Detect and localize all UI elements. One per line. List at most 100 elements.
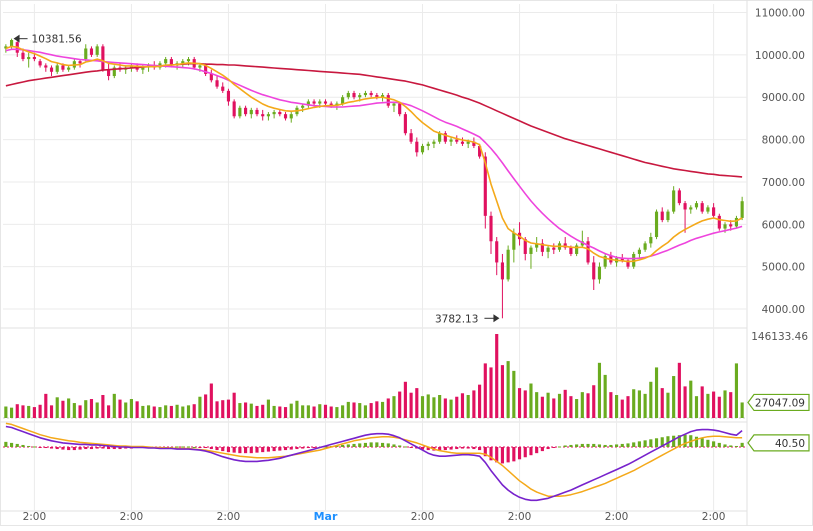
- volume-bar: [398, 391, 402, 418]
- indicator-histogram-bar: [226, 447, 231, 453]
- candle-body: [352, 92, 356, 98]
- volume-bar: [72, 403, 76, 418]
- volume-bar: [660, 388, 664, 418]
- volume-bar: [255, 405, 259, 418]
- volume-bar: [495, 334, 499, 418]
- y-tick-label: 9000.00: [762, 92, 805, 104]
- indicator-histogram-bar: [386, 443, 390, 447]
- candle-body: [563, 243, 567, 248]
- candle-body: [380, 95, 385, 98]
- volume-bar: [443, 398, 447, 418]
- volume-bar: [557, 393, 562, 418]
- volume-bar: [15, 404, 19, 418]
- candle-body: [654, 211, 659, 238]
- volume-bar: [169, 405, 173, 418]
- last-indicator-label: 40.50: [747, 434, 810, 452]
- indicator-signal-line: [5, 422, 743, 497]
- indicator-histogram-bar: [49, 447, 54, 449]
- x-tick-label: 2:00: [702, 511, 726, 523]
- candle-body: [729, 224, 733, 227]
- candle-body: [426, 143, 430, 146]
- candle-body: [169, 59, 173, 66]
- x-tick-label: 2:00: [605, 511, 629, 523]
- volume-bar: [95, 402, 99, 418]
- volume-bar: [380, 401, 385, 418]
- indicator-histogram-bar: [72, 447, 76, 451]
- candle-body: [723, 224, 727, 229]
- volume-bar: [620, 399, 624, 418]
- moving-averages: [5, 45, 743, 263]
- candle-body: [506, 249, 510, 280]
- indicator-histogram-bar: [409, 447, 413, 448]
- candle-body: [483, 156, 487, 216]
- volume-max-label: 146133.46: [751, 331, 808, 343]
- indicator-histogram-bar: [512, 447, 516, 462]
- candle-body: [9, 40, 14, 47]
- candle-body: [666, 211, 670, 221]
- y-tick-label: 4000.00: [762, 304, 805, 316]
- indicator-histogram-bar: [517, 447, 522, 460]
- indicator-histogram-bar: [323, 446, 328, 448]
- x-tick-label: 2:00: [217, 511, 241, 523]
- volume-bar: [529, 383, 533, 418]
- candle-body: [438, 133, 442, 142]
- volume-bar: [694, 396, 699, 418]
- volume-bar: [323, 404, 328, 418]
- volume-bar: [637, 390, 641, 418]
- candle-body: [392, 103, 396, 106]
- indicator-histogram-bar: [569, 444, 573, 447]
- candle-body: [694, 203, 699, 208]
- candle-body: [27, 56, 31, 60]
- candle-body: [540, 243, 544, 252]
- x-tick-label: 2:00: [23, 511, 47, 523]
- candle-body: [226, 90, 231, 102]
- indicator-histogram-bar: [352, 443, 356, 447]
- candle-body: [386, 95, 390, 106]
- candle-body: [575, 245, 579, 254]
- volume-bar: [546, 392, 550, 418]
- indicator-histogram-bar: [712, 441, 716, 447]
- candle-body: [181, 61, 185, 64]
- volume-bar: [592, 385, 596, 418]
- volume-bar: [158, 407, 162, 418]
- volume-bar: [712, 391, 716, 418]
- candle-body: [569, 247, 573, 254]
- indicator-histogram-bar: [278, 447, 282, 451]
- y-tick-label: 8000.00: [762, 135, 805, 147]
- indicator-histogram-bar: [706, 439, 710, 447]
- volume-bar: [626, 396, 630, 418]
- indicator-histogram-bar: [466, 447, 470, 449]
- indicator-histogram-bar: [500, 447, 504, 464]
- volume-bar: [175, 404, 179, 418]
- indicator-histogram-bar: [478, 447, 482, 451]
- candle-body: [706, 207, 710, 212]
- candle-body: [358, 95, 362, 98]
- volume-bar: [244, 402, 248, 418]
- candle-body: [78, 61, 82, 64]
- indicator-histogram-bar: [734, 445, 739, 447]
- volume-bar: [78, 405, 82, 418]
- volume-pane: [3, 334, 745, 419]
- price-pane: [4, 38, 744, 319]
- indicator-histogram-bar: [341, 444, 345, 447]
- candle-body: [449, 139, 453, 142]
- volume-bar: [84, 400, 88, 418]
- candle-body: [740, 201, 744, 218]
- indicator-histogram-bar: [181, 446, 185, 448]
- candle-body: [660, 211, 664, 221]
- volume-bar: [129, 399, 133, 418]
- candle-body: [466, 141, 470, 144]
- last-indicator-label-text: 40.50: [775, 438, 805, 450]
- indicator-histogram-bar: [306, 447, 310, 449]
- volume-bar: [221, 400, 225, 418]
- volume-bar: [32, 407, 36, 418]
- volume-bar: [535, 392, 539, 418]
- volume-bar: [192, 404, 196, 418]
- indicator-histogram-bar: [209, 447, 213, 450]
- price-markers: 6545.28 27047.09 40.50 10381.56 3782.13: [14, 0, 810, 452]
- volume-bar: [689, 380, 693, 418]
- volume-bar: [44, 393, 48, 418]
